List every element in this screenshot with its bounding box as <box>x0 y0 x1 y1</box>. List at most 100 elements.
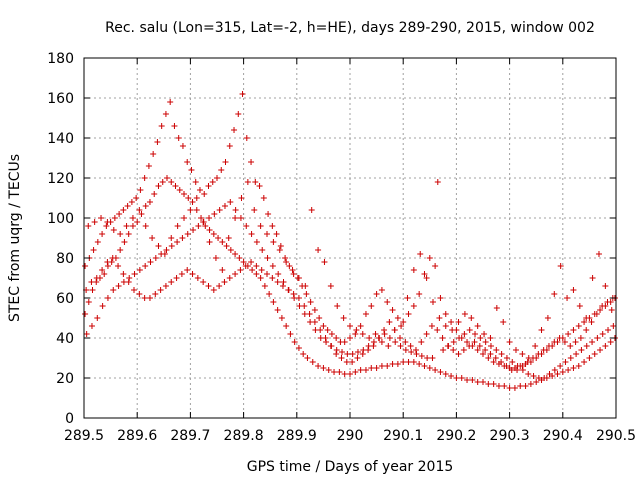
data-point <box>158 123 165 129</box>
data-point <box>495 383 502 389</box>
data-point <box>384 363 391 369</box>
data-point <box>243 223 250 229</box>
data-points <box>82 91 618 391</box>
data-point <box>200 279 207 285</box>
data-point <box>221 203 228 209</box>
data-point <box>133 195 140 201</box>
data-point <box>154 139 161 145</box>
data-point <box>511 385 518 391</box>
data-point <box>573 351 580 357</box>
data-point <box>370 339 377 345</box>
data-point <box>83 331 90 337</box>
data-point <box>235 111 242 117</box>
data-point <box>120 207 127 213</box>
grid-lines <box>84 58 616 418</box>
x-tick-label: 290.5 <box>596 428 636 444</box>
data-point <box>551 291 558 297</box>
data-point <box>206 239 213 245</box>
data-point <box>583 343 590 349</box>
data-point <box>455 351 462 357</box>
data-point <box>195 223 202 229</box>
data-point <box>343 359 350 365</box>
data-point <box>519 351 526 357</box>
data-point <box>394 315 401 321</box>
data-point <box>487 343 494 349</box>
data-point <box>136 207 143 213</box>
data-point <box>240 259 247 265</box>
data-point <box>212 255 219 261</box>
data-point <box>532 343 539 349</box>
data-point <box>89 287 96 293</box>
data-point <box>193 195 200 201</box>
data-point <box>278 315 285 321</box>
data-point <box>239 91 246 97</box>
data-point <box>485 355 492 361</box>
data-point <box>405 359 412 365</box>
data-point <box>421 271 428 277</box>
data-point <box>458 375 465 381</box>
data-point <box>474 347 481 353</box>
data-point <box>252 179 259 185</box>
data-point <box>258 267 265 273</box>
data-point <box>282 255 289 261</box>
data-point <box>249 267 256 273</box>
data-point <box>333 335 340 341</box>
data-point <box>482 339 489 345</box>
data-point <box>352 331 359 337</box>
data-point <box>129 223 136 229</box>
data-point <box>253 263 260 269</box>
data-point <box>410 267 417 273</box>
data-point <box>265 211 272 217</box>
data-point <box>389 361 396 367</box>
x-axis-label: GPS time / Days of year 2015 <box>247 459 454 475</box>
data-point <box>370 343 377 349</box>
data-point <box>311 307 318 313</box>
data-point <box>487 351 494 357</box>
data-point <box>190 227 197 233</box>
data-point <box>134 219 141 225</box>
data-point <box>440 347 447 353</box>
data-point <box>227 247 234 253</box>
data-point <box>155 183 162 189</box>
data-point <box>522 383 529 389</box>
data-point <box>591 351 598 357</box>
data-point <box>181 191 188 197</box>
data-point <box>565 331 572 337</box>
data-point <box>295 295 302 301</box>
data-point <box>533 379 540 385</box>
data-point <box>554 371 561 377</box>
data-point <box>476 343 483 349</box>
data-point <box>493 347 500 353</box>
data-point <box>604 299 611 305</box>
data-point <box>368 365 375 371</box>
data-point <box>578 347 585 353</box>
data-point <box>602 283 609 289</box>
y-tick-label: 180 <box>47 51 74 67</box>
data-point <box>404 295 411 301</box>
data-point <box>320 323 327 329</box>
data-point <box>264 271 271 277</box>
data-point <box>503 355 510 361</box>
data-point <box>492 355 499 361</box>
data-point <box>231 127 238 133</box>
data-point <box>269 263 276 269</box>
data-point <box>508 367 515 373</box>
data-point <box>575 363 582 369</box>
data-point <box>146 199 153 205</box>
data-point <box>386 319 393 325</box>
data-point <box>218 167 225 173</box>
data-point <box>385 343 392 349</box>
data-point <box>519 363 526 369</box>
data-point <box>472 331 479 337</box>
data-point <box>506 339 513 345</box>
data-point <box>257 275 264 281</box>
data-point <box>413 351 420 357</box>
data-point <box>344 351 351 357</box>
data-point <box>597 347 604 353</box>
data-point <box>456 335 463 341</box>
data-point <box>168 235 175 241</box>
data-point <box>216 283 223 289</box>
data-point <box>131 287 138 293</box>
data-point <box>444 343 451 349</box>
data-point <box>402 347 409 353</box>
